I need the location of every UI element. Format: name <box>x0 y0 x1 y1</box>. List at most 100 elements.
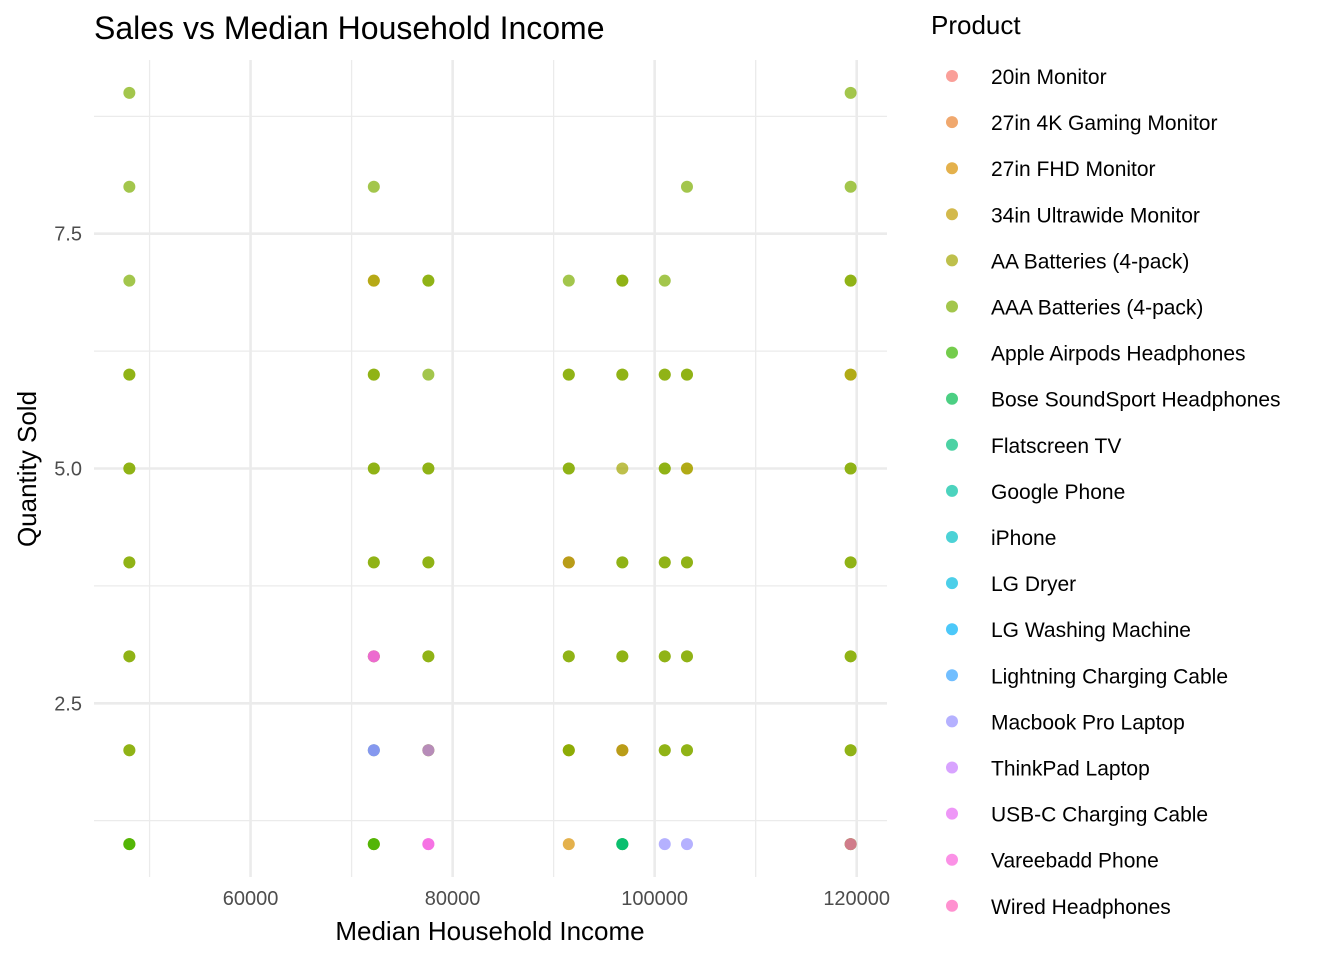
legend-marker <box>946 162 958 175</box>
legend-label: LG Washing Machine <box>991 619 1191 642</box>
legend-item: 27in FHD Monitor <box>946 158 1156 181</box>
data-point <box>422 744 435 757</box>
data-point <box>422 650 435 663</box>
data-point <box>562 368 575 381</box>
x-axis-title: Median Household Income <box>335 916 644 946</box>
legend-title: Product <box>931 10 1021 40</box>
data-point <box>658 650 671 663</box>
x-tick-label: 120000 <box>823 888 890 910</box>
legend-marker <box>946 346 958 359</box>
legend-marker <box>946 438 958 451</box>
legend-item: AAA Batteries (4-pack) <box>946 297 1203 320</box>
grid-lines <box>94 60 887 877</box>
data-point <box>658 744 671 757</box>
data-point <box>844 86 857 99</box>
data-point <box>658 462 671 475</box>
legend-items: 20in Monitor 27in 4K Gaming Monitor 27in F… <box>946 66 1281 919</box>
legend-label: Flatscreen TV <box>991 435 1121 458</box>
legend-item: Macbook Pro Laptop <box>946 711 1185 734</box>
legend-item: LG Washing Machine <box>946 619 1191 642</box>
legend-label: iPhone <box>991 527 1056 550</box>
legend-marker <box>946 669 958 682</box>
data-point <box>123 274 136 287</box>
data-point <box>658 556 671 569</box>
legend-item: AA Batteries (4-pack) <box>946 250 1189 273</box>
data-point <box>680 650 693 663</box>
data-point <box>562 556 575 569</box>
legend-item: Wired Headphones <box>946 896 1171 919</box>
legend-label: 27in FHD Monitor <box>991 158 1156 181</box>
y-axis-title: Quantity Sold <box>12 391 42 547</box>
data-point <box>123 838 136 851</box>
data-point <box>367 274 380 287</box>
data-point <box>562 838 575 851</box>
data-point <box>680 462 693 475</box>
data-point <box>123 744 136 757</box>
data-point <box>680 838 693 851</box>
data-point <box>844 650 857 663</box>
legend-label: USB-C Charging Cable <box>991 804 1208 827</box>
legend-marker <box>946 254 958 267</box>
legend-label: 20in Monitor <box>991 66 1107 89</box>
data-point <box>844 744 857 757</box>
data-point <box>844 462 857 475</box>
data-point <box>616 368 629 381</box>
legend-marker <box>946 484 958 497</box>
data-point <box>562 650 575 663</box>
legend-item: iPhone <box>946 527 1056 550</box>
data-point <box>123 180 136 193</box>
data-point <box>658 368 671 381</box>
data-point <box>562 744 575 757</box>
legend-item: Apple Airpods Headphones <box>946 343 1246 366</box>
legend-item: 34in Ultrawide Monitor <box>946 204 1200 227</box>
legend-item: Lightning Charging Cable <box>946 665 1228 688</box>
data-point <box>422 462 435 475</box>
data-point <box>422 838 435 851</box>
legend-label: Apple Airpods Headphones <box>991 343 1246 366</box>
data-point <box>616 556 629 569</box>
legend-marker <box>946 715 958 728</box>
legend-label: LG Dryer <box>991 573 1076 596</box>
legend-item: 27in 4K Gaming Monitor <box>946 112 1217 135</box>
data-point <box>844 556 857 569</box>
data-point <box>367 368 380 381</box>
legend-item: USB-C Charging Cable <box>946 804 1208 827</box>
legend-label: ThinkPad Laptop <box>991 758 1150 781</box>
legend-label: AAA Batteries (4-pack) <box>991 297 1203 320</box>
x-tick-label: 80000 <box>425 888 481 910</box>
data-point <box>844 838 857 851</box>
data-point <box>367 838 380 851</box>
legend-marker <box>946 807 958 820</box>
legend-marker <box>946 300 958 313</box>
data-point <box>123 556 136 569</box>
x-axis-ticks: 60000 80000 100000 120000 <box>223 888 890 910</box>
data-point <box>658 838 671 851</box>
data-point <box>844 368 857 381</box>
legend-label: Lightning Charging Cable <box>991 665 1228 688</box>
data-point <box>367 650 380 663</box>
data-point <box>367 180 380 193</box>
legend-label: Bose SoundSport Headphones <box>991 389 1281 412</box>
data-point <box>562 274 575 287</box>
legend-item: 20in Monitor <box>946 66 1107 89</box>
legend-item: Vareebadd Phone <box>946 850 1159 873</box>
plot-panel <box>94 60 887 877</box>
y-axis-ticks: 2.5 5.0 7.5 <box>54 224 82 716</box>
data-point <box>123 462 136 475</box>
legend-label: Vareebadd Phone <box>991 850 1159 873</box>
legend: Product 20in Monitor 27in 4K Gaming Monit… <box>931 10 1281 919</box>
data-point <box>658 274 671 287</box>
y-tick-label: 2.5 <box>54 693 82 715</box>
data-point <box>680 368 693 381</box>
data-point <box>422 274 435 287</box>
data-point <box>123 86 136 99</box>
data-point <box>616 838 629 851</box>
legend-marker <box>946 116 958 129</box>
legend-item: Google Phone <box>946 481 1125 504</box>
legend-marker <box>946 531 958 543</box>
data-point <box>844 274 857 287</box>
legend-marker <box>946 853 958 866</box>
legend-label: Google Phone <box>991 481 1125 504</box>
data-point <box>367 462 380 475</box>
